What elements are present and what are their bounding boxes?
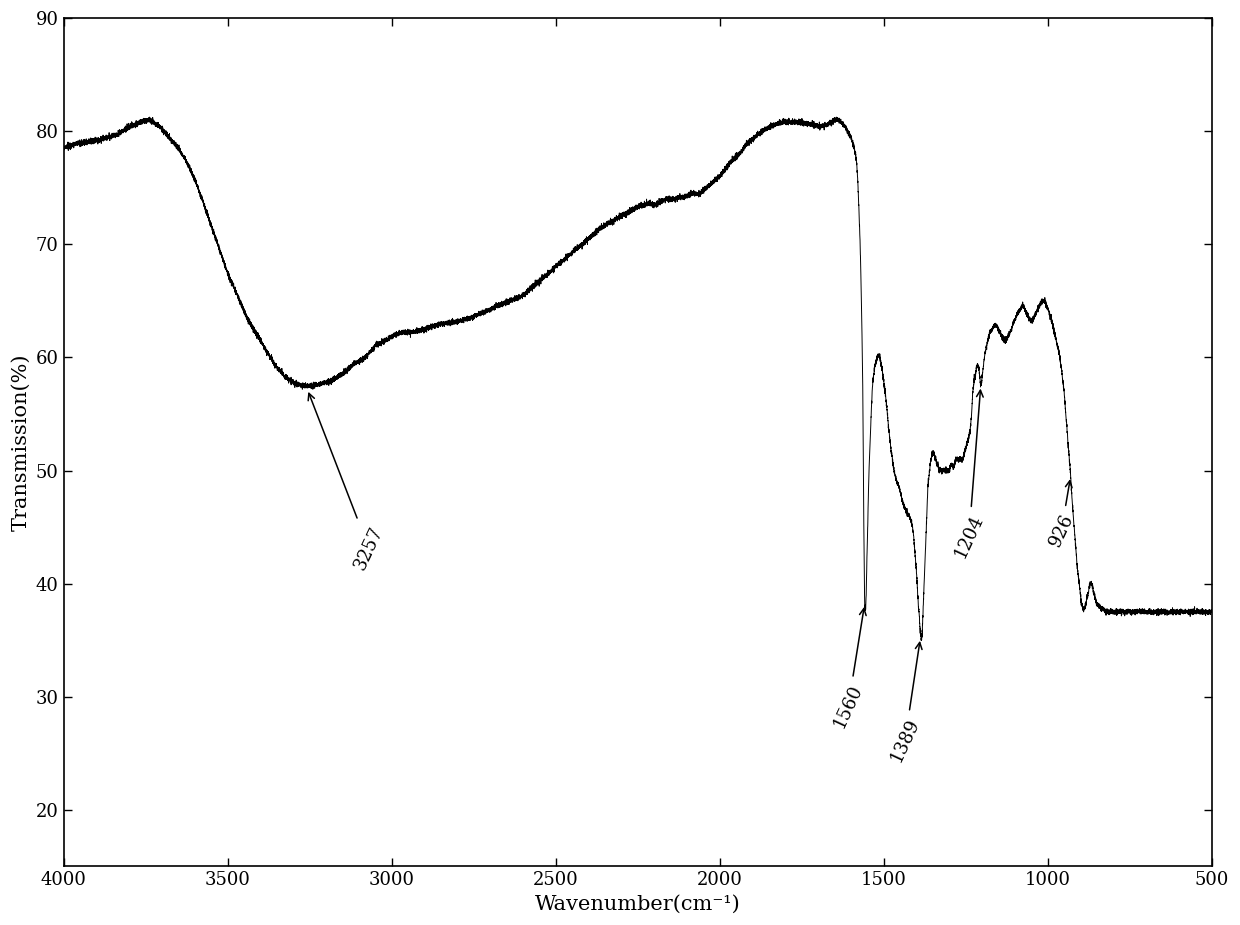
X-axis label: Wavenumber(cm⁻¹): Wavenumber(cm⁻¹)	[534, 894, 740, 914]
Text: 926: 926	[1047, 481, 1076, 549]
Text: 3257: 3257	[309, 393, 387, 573]
Text: 1204: 1204	[951, 390, 987, 561]
Y-axis label: Transmission(%): Transmission(%)	[11, 353, 30, 531]
Text: 1389: 1389	[887, 643, 923, 765]
Text: 1560: 1560	[831, 609, 867, 731]
